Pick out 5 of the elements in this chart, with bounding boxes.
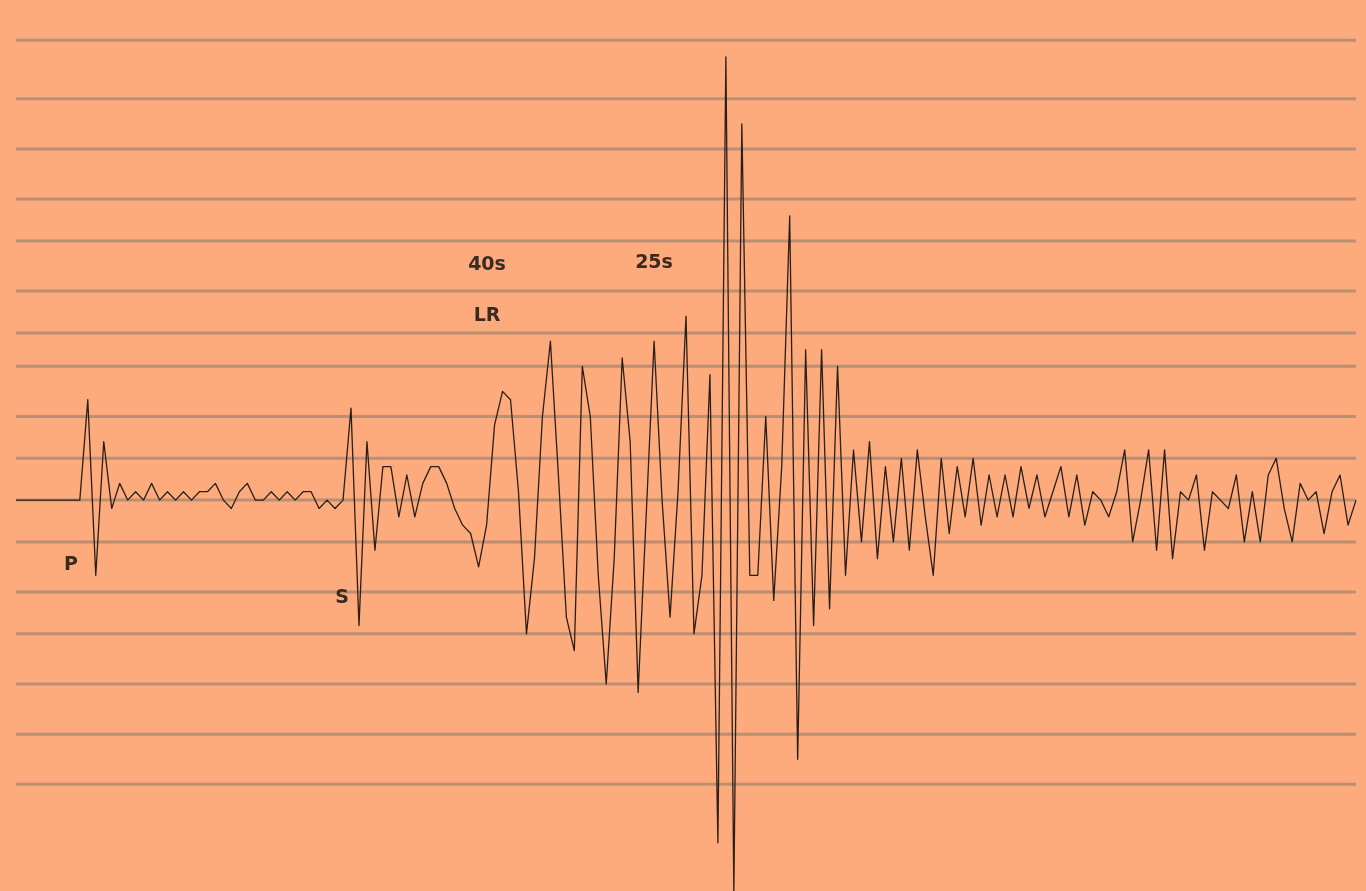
annotation: LR xyxy=(473,303,501,325)
annotation: 25s xyxy=(635,250,673,272)
annotation: P xyxy=(64,552,79,574)
annotation: S xyxy=(335,585,349,607)
annotation: 40s xyxy=(468,252,506,274)
